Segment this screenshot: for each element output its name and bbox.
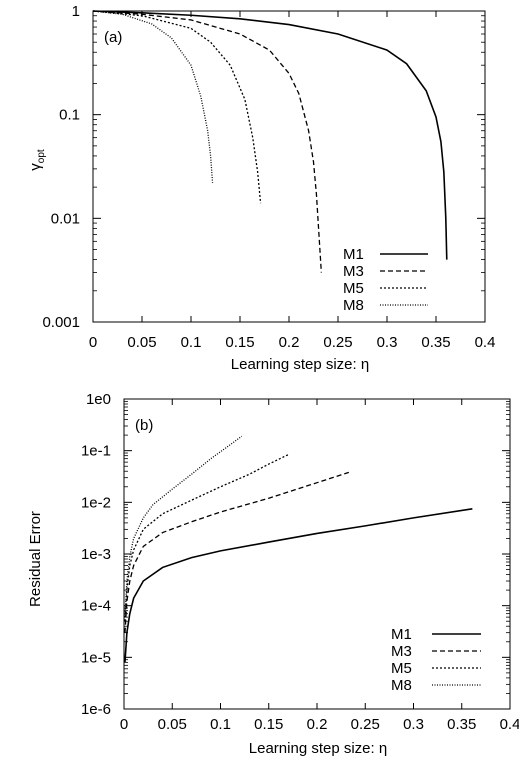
y-axis-title-a-main: γ: [27, 163, 44, 171]
x-tick-label-a-0-25: 0.25: [323, 334, 352, 351]
x-tick-label-b-0-2: 0.2: [307, 716, 328, 733]
y-axis-title-a: γopt: [27, 149, 47, 171]
series-line-b-m5: [124, 453, 290, 622]
x-tick-label-a-0-15: 0.15: [225, 334, 254, 351]
panel-label-b: (b): [135, 417, 153, 434]
legend-label-b-m8: M8: [391, 677, 412, 694]
x-tick-label-a-0-3: 0.3: [377, 334, 398, 351]
y-tick-label-a-0-01: 0.01: [51, 210, 80, 227]
series-line-a-m1: [92, 10, 448, 260]
x-tick-label-a-0-05: 0.05: [127, 334, 156, 351]
series-line-a-m8: [92, 10, 214, 183]
x-axis-title-b: Learning step size: η: [249, 740, 387, 757]
x-tick-label-b-0-3: 0.3: [403, 716, 424, 733]
plot-frame-a: [92, 10, 486, 323]
y-tick-label-b-1e-6: 1e-6: [81, 701, 111, 718]
x-tick-label-b-0-25: 0.25: [351, 716, 380, 733]
y-tick-label-b-1e-3: 1e-3: [81, 546, 111, 563]
legend-label-a-m1: M1: [343, 246, 364, 263]
series-line-a-m5: [92, 10, 262, 204]
legend-label-a-m5: M5: [343, 280, 364, 297]
legend-label-a-m3: M3: [343, 263, 364, 280]
y-tick-label-a-1: 1: [72, 3, 80, 20]
legend-label-b-m5: M5: [391, 660, 412, 677]
x-tick-label-b-0-1: 0.1: [210, 716, 231, 733]
series-line-b-m1: [124, 507, 473, 663]
y-tick-label-a-0-1: 0.1: [59, 107, 80, 124]
x-tick-label-a-0-4: 0.4: [475, 334, 496, 351]
legend-label-a-m8: M8: [343, 297, 364, 314]
series-line-b-m8: [124, 435, 243, 618]
series-line-a-m3: [92, 10, 322, 273]
legend-label-b-m3: M3: [391, 643, 412, 660]
x-tick-label-b-0-05: 0.05: [158, 716, 187, 733]
y-tick-label-b-1e-2: 1e-2: [81, 494, 111, 511]
x-axis-title-a: Learning step size: η: [231, 356, 369, 373]
series-line-b-m3: [124, 471, 350, 633]
x-tick-label-a-0-35: 0.35: [421, 334, 450, 351]
chart-panel-b: Residual Error Learning step size: η 0 0.…: [27, 391, 519, 757]
y-tick-label-b-1e0: 1e0: [86, 391, 111, 408]
x-tick-label-b-0-35: 0.35: [447, 716, 476, 733]
y-tick-label-b-1e-1: 1e-1: [81, 443, 111, 460]
chart-panel-a: γopt Learning step size: η 0 0.05 0.1 0.15 0…: [27, 3, 495, 373]
y-tick-label-b-1e-4: 1e-4: [81, 598, 111, 615]
x-tick-label-a-0-1: 0.1: [181, 334, 202, 351]
y-axis-title-a-sub: opt: [36, 149, 47, 163]
y-tick-label-b-1e-5: 1e-5: [81, 649, 111, 666]
x-tick-label-b-0: 0: [120, 716, 128, 733]
panel-label-a: (a): [104, 29, 122, 46]
x-tick-label-b-0-15: 0.15: [254, 716, 283, 733]
legend-label-b-m1: M1: [391, 626, 412, 643]
y-axis-title-b: Residual Error: [27, 511, 44, 607]
x-tick-label-a-0-2: 0.2: [279, 334, 300, 351]
x-tick-label-b-0-4: 0.4: [500, 716, 519, 733]
x-tick-label-a-0: 0: [89, 334, 97, 351]
plot-frame-b: [123, 398, 511, 710]
y-tick-label-a-0-001: 0.001: [42, 314, 80, 331]
